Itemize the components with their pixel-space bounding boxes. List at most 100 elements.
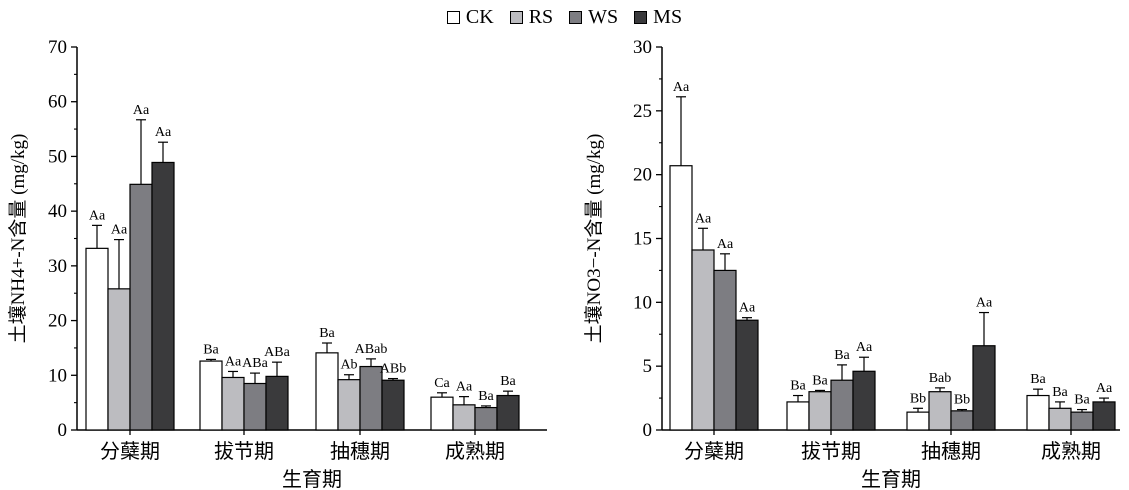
x-tick-label: 抽穗期 [330, 440, 390, 463]
significance-label: Aa [155, 125, 172, 140]
y-axis-label: 土壤NH4+-N含量 (mg/kg) [7, 134, 29, 344]
significance-label: ABb [380, 362, 406, 377]
legend-item-ms: MS [634, 6, 682, 29]
x-tick-label: 成熟期 [1041, 440, 1101, 463]
bar-rs [928, 391, 952, 431]
significance-label: Aa [976, 296, 993, 311]
significance-label: Aa [739, 301, 756, 316]
bar-rs [337, 379, 361, 431]
significance-label: Ba [319, 326, 335, 341]
bar-ws [950, 410, 974, 431]
significance-label: Aa [225, 354, 242, 369]
legend-swatch [446, 10, 460, 24]
significance-label: Aa [856, 340, 873, 355]
x-tick-label: 分蘖期 [100, 440, 160, 463]
legend-label: MS [653, 5, 683, 28]
bar-ws [1070, 411, 1094, 431]
x-axis-label: 生育期 [282, 468, 342, 490]
bar-ws [359, 365, 383, 431]
significance-label: Ab [340, 358, 357, 373]
chart-legend: CK RS WS MS [0, 4, 1129, 30]
significance-label: Bb [954, 393, 970, 408]
bar-ws [474, 406, 498, 431]
y-tick-label: 5 [643, 356, 653, 377]
significance-label: Aa [695, 211, 712, 226]
y-tick-label: 25 [633, 101, 652, 122]
y-tick-label: 10 [48, 365, 67, 386]
bar-ms [265, 375, 289, 431]
legend-item-ck: CK [446, 5, 494, 29]
bar-ck [786, 401, 810, 431]
bar-rs [452, 404, 476, 431]
chart-1: 0 10 20 30 40 50 60 70 土壤NH4+-N含量 (mg/kg) 生育期 分蘖期 A… [7, 37, 547, 490]
x-tick-label: 拔节期 [214, 440, 274, 463]
y-tick-label: 30 [633, 37, 652, 58]
bar-ms [735, 319, 759, 431]
y-tick-label: 10 [633, 292, 652, 313]
x-axis-label: 生育期 [861, 468, 921, 490]
significance-label: Aa [111, 223, 128, 238]
legend-label: CK [465, 5, 494, 28]
bar-rs [691, 249, 715, 431]
significance-label: Bab [929, 371, 952, 386]
bar-ck [199, 360, 223, 431]
bar-ck [85, 247, 109, 431]
significance-label: ABa [242, 356, 268, 371]
bar-rs [221, 376, 245, 431]
bar-ms [151, 161, 175, 431]
bar-ck [430, 396, 454, 431]
bar-ms [381, 379, 405, 431]
bar-ws [129, 183, 153, 431]
significance-label: ABab [355, 342, 388, 357]
legend-swatch [569, 10, 583, 24]
legend-label: RS [528, 5, 554, 28]
significance-label: Ba [790, 379, 806, 394]
significance-label: Aa [717, 237, 734, 252]
x-tick-label: 拔节期 [801, 440, 861, 463]
bar-rs [107, 288, 131, 431]
y-tick-label: 20 [48, 311, 67, 332]
bar-ms [496, 394, 520, 431]
chart-2: 0 5 10 15 20 25 30 土壤NO3−-N含量 (mg/kg) 生育期 分蘖期 Aa Aa… [583, 37, 1120, 490]
significance-label: Aa [133, 103, 150, 118]
bar-ms [852, 370, 876, 431]
x-tick-label: 成熟期 [445, 440, 505, 463]
y-tick-label: 30 [48, 256, 67, 277]
significance-label: Aa [673, 80, 690, 95]
y-tick-label: 15 [633, 229, 652, 250]
significance-label: Aa [456, 380, 473, 395]
bar-ws [830, 379, 854, 431]
y-tick-label: 0 [643, 420, 653, 441]
bar-ws [713, 269, 737, 431]
legend-item-rs: RS [509, 5, 554, 29]
bar-ws [243, 382, 267, 431]
legend-label: WS [588, 5, 619, 28]
y-tick-label: 70 [48, 37, 67, 58]
significance-label: Ba [500, 374, 516, 389]
significance-label: Aa [89, 208, 106, 223]
legend-item-ws: WS [569, 6, 618, 29]
bar-ms [1092, 401, 1116, 431]
significance-label: Ba [1030, 372, 1046, 387]
y-tick-label: 20 [633, 165, 652, 186]
y-tick-label: 50 [48, 146, 67, 167]
bar-rs [1048, 407, 1072, 431]
y-tick-label: 60 [48, 92, 67, 113]
significance-label: Aa [1096, 381, 1113, 396]
y-axis-label: 土壤NO3−-N含量 (mg/kg) [583, 134, 605, 344]
significance-label: ABa [264, 345, 290, 360]
bar-rs [808, 391, 832, 431]
y-tick-label: 0 [58, 420, 68, 441]
significance-label: Ba [834, 348, 850, 363]
y-tick-label: 40 [48, 201, 67, 222]
significance-label: Ba [1052, 385, 1068, 400]
significance-label: Ca [434, 376, 450, 391]
x-tick-label: 抽穗期 [921, 440, 981, 463]
legend-swatch [509, 10, 523, 24]
significance-label: Ba [1074, 393, 1090, 408]
significance-label: Bb [910, 391, 926, 406]
significance-label: Ba [812, 373, 828, 388]
bar-ms [972, 345, 996, 431]
bar-ck [669, 165, 693, 431]
